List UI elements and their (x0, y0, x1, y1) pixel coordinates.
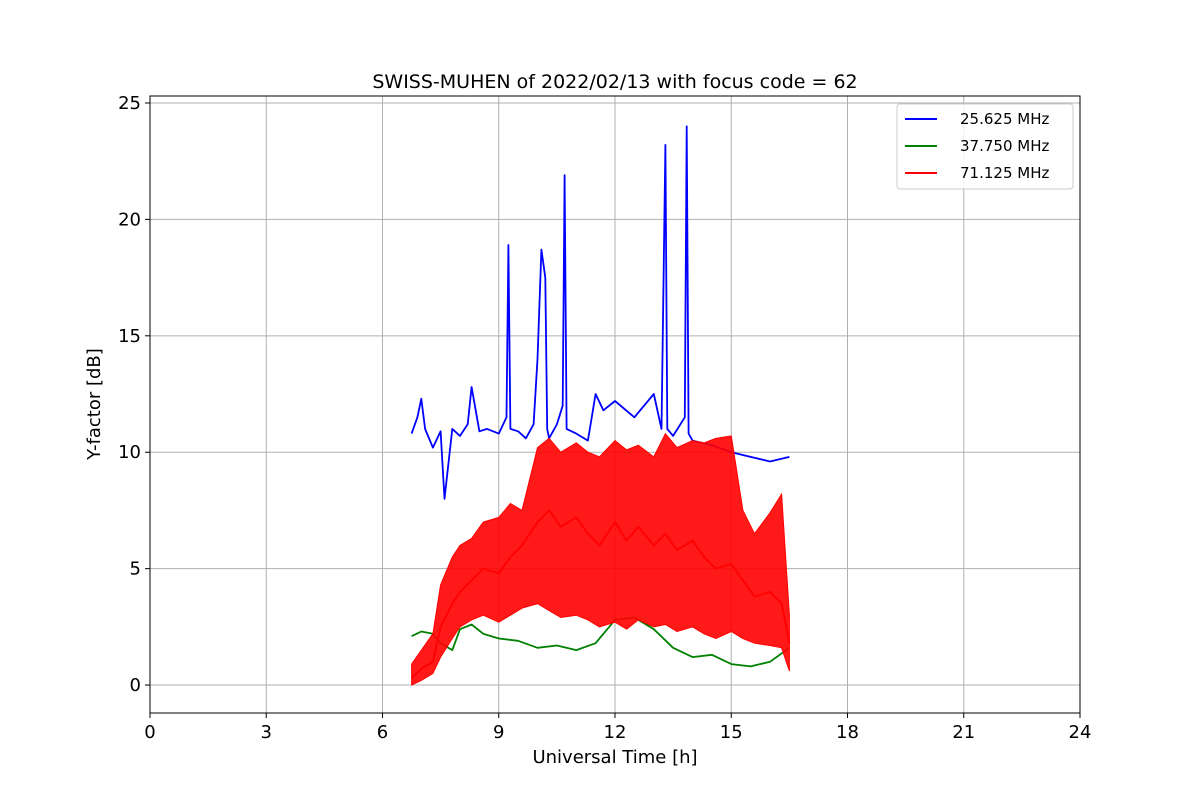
x-axis-title: Universal Time [h] (532, 747, 697, 768)
y-tick-label: 5 (130, 559, 141, 580)
series-line-1 (411, 616, 790, 668)
x-tick-label: 3 (261, 722, 272, 743)
series-layer (410, 125, 791, 686)
x-tick-label: 0 (144, 722, 155, 743)
chart-title: SWISS-MUHEN of 2022/02/13 with focus cod… (372, 71, 857, 93)
legend-label: 71.125 MHz (960, 164, 1049, 182)
x-tick-label: 9 (493, 722, 504, 743)
x-tick-label: 18 (836, 722, 859, 743)
legend-label: 25.625 MHz (960, 110, 1049, 128)
x-tick-label: 21 (952, 722, 975, 743)
x-tick-label: 24 (1069, 722, 1092, 743)
legend: 25.625 MHz 37.750 MHz 71.125 MHz (896, 103, 1074, 190)
x-tick-label: 12 (604, 722, 627, 743)
y-axis-title: Y-factor [dB] (84, 348, 105, 461)
y-tick-label: 0 (130, 675, 141, 696)
tick-layer: 0 3 6 9 12 15 18 21 24 0 5 10 15 20 25 (118, 93, 1091, 743)
x-tick-label: 6 (377, 722, 388, 743)
legend-label: 37.750 MHz (960, 137, 1049, 155)
grid-lines (149, 96, 1081, 713)
y-tick-label: 20 (118, 209, 141, 230)
y-tick-label: 10 (118, 442, 141, 463)
y-tick-label: 25 (118, 93, 141, 114)
series-line-2 (410, 509, 791, 679)
series-band-2 (411, 432, 790, 686)
legend-box (896, 103, 1074, 190)
x-tick-label: 15 (720, 722, 743, 743)
y-tick-label: 15 (118, 326, 141, 347)
